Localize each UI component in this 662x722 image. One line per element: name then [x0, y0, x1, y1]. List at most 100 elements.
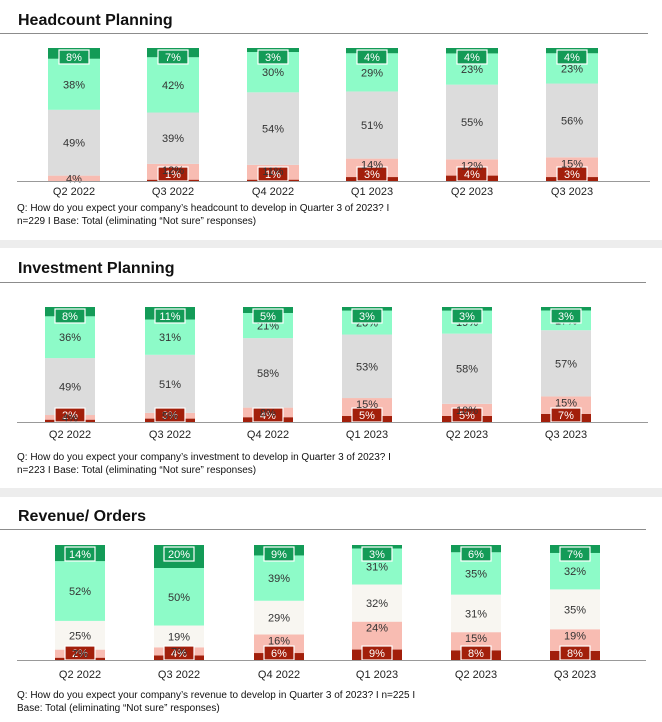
value-badge [556, 49, 588, 65]
bar-value-label: 31% [465, 608, 487, 620]
bar-value-label: 12% [162, 165, 184, 177]
value-badge [154, 308, 186, 324]
category-label: Q2 2023 [455, 669, 497, 681]
bar-value-label: 30% [262, 67, 284, 79]
title-rule [0, 282, 646, 283]
bar-value-label: 58% [456, 364, 478, 376]
bar-value-label: 11% [262, 166, 283, 178]
value-badge [456, 49, 488, 65]
bar-segment-up [48, 58, 100, 110]
bar-segment-same [550, 589, 600, 630]
bar-segment-up [154, 568, 204, 626]
bar-value-label: 4% [66, 173, 82, 185]
headcount-panel: Headcount Planning 4% 49% 38% 8% Q2 2022 1% 12… [0, 0, 662, 240]
value-badge [351, 308, 383, 324]
note-line-2: Base: Total (eliminating “Not sure” resp… [17, 703, 220, 714]
bar-value-label: 9% [271, 549, 287, 561]
bar-segment-same [243, 338, 293, 408]
bar-value-label: 4% [62, 412, 78, 424]
bar-value-label: 3% [369, 549, 385, 561]
bar-value-label: 25% [69, 630, 91, 642]
category-label: Q1 2023 [346, 429, 388, 441]
bar-value-label: 3% [364, 169, 380, 181]
bar-value-label: 51% [361, 120, 383, 132]
bar-value-label: 54% [262, 124, 284, 136]
bar-value-label: 32% [564, 566, 586, 578]
bar-value-label: 7% [72, 649, 88, 661]
category-label: Q3 2022 [158, 669, 200, 681]
category-label: Q1 2023 [351, 186, 393, 198]
category-label: Q2 2023 [451, 186, 493, 198]
bar-value-label: 31% [159, 332, 181, 344]
bar-value-label: 32% [366, 598, 388, 610]
bar-value-label: 24% [366, 623, 388, 635]
bar-value-label: 5% [459, 410, 475, 422]
bar-value-label: 50% [168, 592, 190, 604]
bar-value-label: 12% [461, 160, 483, 172]
bar-value-label: 51% [159, 379, 181, 391]
bar-value-label: 52% [69, 586, 91, 598]
bar-value-label: 3% [459, 311, 475, 323]
bar-segment-same [442, 333, 492, 404]
bar-value-label: 1% [165, 169, 181, 181]
bar-segment-up [55, 561, 105, 621]
bar-value-label: 10% [456, 405, 478, 417]
bar-value-label: 9% [369, 648, 385, 660]
category-label: Q2 2022 [59, 669, 101, 681]
bar-value-label: 57% [555, 358, 577, 370]
note-line-1: Q: How do you expect your company’s head… [17, 203, 390, 214]
value-badge [58, 49, 90, 65]
revenue-panel: Revenue/ Orders 2% 7% 25% 52% 14% Q2 2022 4% 7%… [0, 497, 662, 722]
panel-title: Headcount Planning [18, 12, 173, 29]
category-label: Q3 2023 [545, 429, 587, 441]
category-label: Q3 2022 [149, 429, 191, 441]
bar-segment-same [247, 92, 299, 165]
bar-segment-same [154, 625, 204, 648]
category-label: Q3 2022 [152, 186, 194, 198]
value-badge [361, 546, 393, 562]
panel-title: Investment Planning [18, 260, 175, 277]
category-label: Q3 2023 [551, 186, 593, 198]
bar-value-label: 16% [268, 635, 290, 647]
category-label: Q4 2022 [258, 669, 300, 681]
bar-segment-same [254, 600, 304, 635]
bar-segment-same [546, 83, 598, 158]
value-badge [356, 49, 388, 65]
chart-note: Q: How do you expect your company’s inve… [17, 451, 657, 477]
value-badge [157, 49, 189, 65]
investment-panel: Investment Planning 2% 4% 49% 36% 8% Q2 2022 3… [0, 248, 662, 488]
bar-value-label: 49% [59, 382, 81, 394]
value-badge [550, 308, 582, 324]
chart-note: Q: How do you expect your company’s reve… [17, 689, 657, 715]
value-badge [54, 308, 86, 324]
bar-segment-same [352, 584, 402, 622]
bar-value-label: 8% [567, 648, 583, 660]
bar-value-label: 29% [361, 67, 383, 79]
bar-value-label: 8% [260, 407, 276, 419]
bar-value-label: 4% [260, 410, 276, 422]
bar-value-label: 2% [62, 410, 78, 422]
bar-value-label: 58% [257, 368, 279, 380]
bar-value-label: 5% [260, 311, 276, 323]
bar-value-label: 6% [468, 549, 484, 561]
bar-value-label: 19% [168, 631, 190, 643]
bar-value-label: 19% [564, 630, 586, 642]
bar-segment-same [541, 330, 591, 397]
bar-value-label: 4% [464, 169, 480, 181]
bar-value-label: 3% [558, 311, 574, 323]
value-badge [451, 308, 483, 324]
title-rule [0, 529, 646, 530]
bar-value-label: 3% [265, 52, 281, 64]
bar-value-label: 6% [271, 648, 287, 660]
panel-title: Revenue/ Orders [18, 508, 147, 525]
bar-value-label: 7% [567, 549, 583, 561]
bar-segment-up [145, 319, 195, 355]
bar-value-label: 56% [561, 115, 583, 127]
bar-value-label: 15% [561, 158, 583, 170]
bar-value-label: 8% [468, 648, 484, 660]
value-badge [64, 546, 96, 562]
bar-value-label: 35% [564, 604, 586, 616]
bar-segment-same [346, 91, 398, 159]
